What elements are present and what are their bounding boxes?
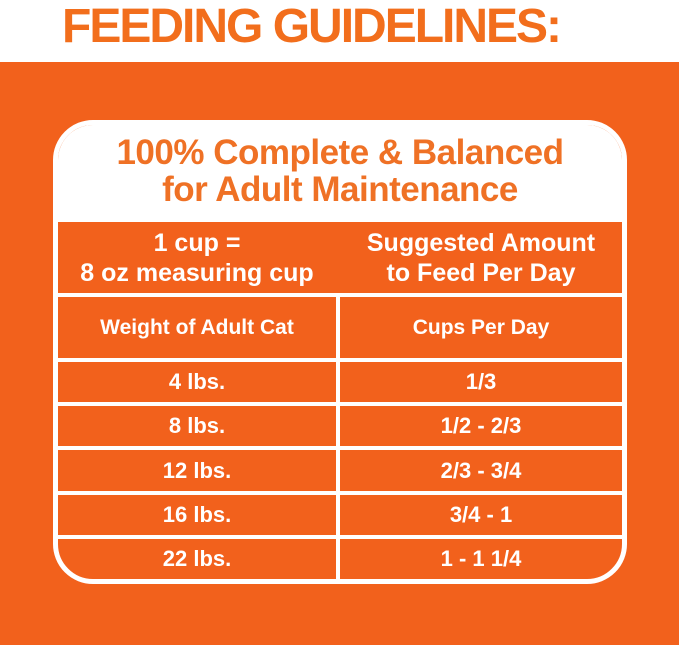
table-row: 8 lbs. 1/2 - 2/3 bbox=[58, 402, 622, 447]
header-suggested-amount: Suggested Amount to Feed Per Day bbox=[340, 222, 622, 293]
page-title: FEEDING GUIDELINES: bbox=[62, 0, 562, 53]
cups-cell: 1/3 bbox=[465, 369, 497, 395]
column-header-row: Weight of Adult Cat Cups Per Day bbox=[58, 293, 622, 358]
table-row: 12 lbs. 2/3 - 3/4 bbox=[58, 446, 622, 491]
card-title-line2: for Adult Maintenance bbox=[162, 170, 518, 209]
table-row: 4 lbs. 1/3 bbox=[58, 358, 622, 403]
weight-cell: 12 lbs. bbox=[58, 450, 340, 491]
weight-cell: 4 lbs. bbox=[58, 362, 340, 403]
card-title: 100% Complete & Balanced for Adult Maint… bbox=[58, 125, 622, 222]
weight-cell: 16 lbs. bbox=[58, 494, 340, 535]
header-cup-info: 1 cup = 8 oz measuring cup bbox=[58, 222, 340, 293]
column-header-weight: Weight of Adult Cat bbox=[58, 297, 340, 358]
weight-cell: 22 lbs. bbox=[58, 538, 340, 579]
suggested-amount-line2: to Feed Per Day bbox=[386, 258, 576, 287]
suggested-amount-line1: Suggested Amount bbox=[366, 228, 596, 257]
top-banner: FEEDING GUIDELINES: bbox=[0, 0, 679, 62]
cups-cell: 1 - 1 1/4 bbox=[440, 545, 522, 571]
cups-cell: 2/3 - 3/4 bbox=[440, 457, 522, 483]
cup-info-line1: 1 cup = bbox=[153, 228, 241, 257]
table-header-row: 1 cup = 8 oz measuring cup Suggested Amo… bbox=[58, 222, 622, 293]
weight-cell: 8 lbs. bbox=[58, 406, 340, 447]
guidelines-card: 100% Complete & Balanced for Adult Maint… bbox=[53, 120, 627, 584]
cups-cell: 1/2 - 2/3 bbox=[440, 413, 522, 439]
card-title-line1: 100% Complete & Balanced bbox=[116, 133, 564, 172]
cup-info-line2: 8 oz measuring cup bbox=[80, 258, 314, 287]
table-row: 16 lbs. 3/4 - 1 bbox=[58, 490, 622, 535]
cups-cell: 3/4 - 1 bbox=[449, 501, 513, 527]
table-body: 4 lbs. 1/3 8 lbs. 1/2 - 2/3 12 lbs. 2/3 … bbox=[58, 358, 622, 579]
table-row: 22 lbs. 1 - 1 1/4 bbox=[58, 534, 622, 579]
column-header-cups: Cups Per Day bbox=[412, 315, 550, 339]
